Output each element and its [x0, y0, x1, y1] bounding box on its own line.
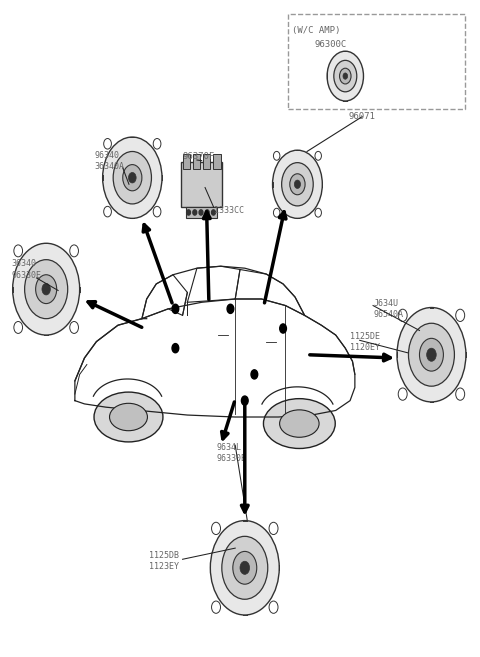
- Text: 1125DE
1120EY: 1125DE 1120EY: [350, 332, 380, 351]
- Circle shape: [294, 180, 300, 189]
- Ellipse shape: [94, 392, 163, 442]
- Text: J634U
96540A: J634U 96540A: [373, 299, 403, 319]
- Circle shape: [42, 283, 50, 295]
- Circle shape: [24, 260, 68, 319]
- Circle shape: [199, 210, 203, 215]
- Circle shape: [241, 396, 248, 405]
- Circle shape: [113, 152, 152, 204]
- Circle shape: [212, 522, 220, 535]
- Circle shape: [274, 208, 280, 217]
- Circle shape: [315, 208, 322, 217]
- Text: (W/C AMP): (W/C AMP): [292, 26, 340, 35]
- Bar: [183, 154, 190, 169]
- Bar: [181, 162, 222, 206]
- Circle shape: [14, 245, 23, 257]
- Circle shape: [398, 388, 407, 400]
- Circle shape: [408, 323, 455, 386]
- Ellipse shape: [264, 399, 335, 449]
- Circle shape: [193, 210, 197, 215]
- Circle shape: [315, 151, 322, 160]
- Ellipse shape: [109, 403, 147, 431]
- Circle shape: [172, 344, 179, 353]
- Circle shape: [222, 536, 268, 599]
- Circle shape: [210, 520, 279, 615]
- Circle shape: [123, 165, 142, 191]
- Circle shape: [456, 309, 465, 321]
- Circle shape: [339, 68, 351, 84]
- Circle shape: [104, 139, 111, 149]
- Text: 1333CC: 1333CC: [214, 206, 244, 215]
- Circle shape: [129, 173, 136, 183]
- Bar: [203, 154, 210, 169]
- Circle shape: [274, 151, 280, 160]
- Text: 96370F: 96370F: [182, 152, 215, 162]
- Circle shape: [427, 348, 436, 361]
- Circle shape: [153, 139, 161, 149]
- Circle shape: [227, 304, 234, 313]
- Circle shape: [153, 206, 161, 217]
- Circle shape: [103, 137, 162, 218]
- Circle shape: [205, 210, 209, 215]
- Text: 96071: 96071: [348, 112, 375, 121]
- Circle shape: [327, 51, 363, 101]
- Bar: [213, 154, 221, 169]
- Circle shape: [212, 601, 220, 614]
- Circle shape: [343, 73, 348, 79]
- Bar: [288, 14, 465, 109]
- Circle shape: [251, 370, 258, 379]
- Circle shape: [36, 275, 57, 304]
- Circle shape: [212, 210, 216, 215]
- Text: 1125DB
1123EY: 1125DB 1123EY: [149, 551, 179, 572]
- Text: 96300C: 96300C: [314, 40, 347, 49]
- Circle shape: [282, 163, 313, 206]
- Bar: [193, 154, 200, 169]
- Circle shape: [269, 522, 278, 535]
- Circle shape: [290, 173, 305, 194]
- Text: 9634L
96330E: 9634L 96330E: [216, 443, 246, 463]
- Circle shape: [269, 601, 278, 614]
- Circle shape: [240, 561, 250, 574]
- Circle shape: [70, 245, 78, 257]
- Circle shape: [280, 324, 287, 333]
- Text: 36340
96330E: 36340 96330E: [11, 260, 41, 279]
- Circle shape: [420, 338, 444, 371]
- Bar: [186, 206, 217, 218]
- Circle shape: [70, 321, 78, 333]
- Circle shape: [398, 309, 407, 321]
- Circle shape: [14, 321, 23, 333]
- Text: 96340
36340A: 96340 36340A: [94, 151, 124, 171]
- Circle shape: [172, 304, 179, 313]
- Circle shape: [187, 210, 191, 215]
- Circle shape: [273, 150, 323, 218]
- Circle shape: [334, 60, 357, 92]
- Circle shape: [456, 388, 465, 400]
- Circle shape: [104, 206, 111, 217]
- Ellipse shape: [280, 410, 319, 438]
- Circle shape: [397, 307, 466, 402]
- Circle shape: [233, 551, 257, 584]
- Circle shape: [12, 243, 80, 335]
